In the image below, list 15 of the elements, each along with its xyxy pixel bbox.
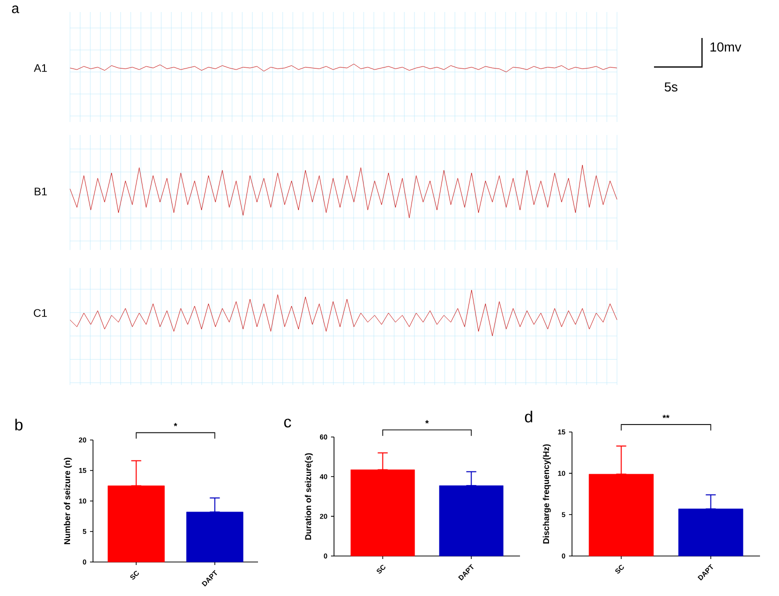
text: * — [174, 422, 178, 426]
y-axis-title: B1 — [34, 188, 47, 196]
y-axis-title: A1 — [34, 64, 47, 72]
chart-title: b — [15, 418, 23, 430]
chart-title: d — [524, 410, 532, 422]
y-axis-title: Number of seizure (n) — [64, 458, 72, 544]
chart-title: c — [284, 418, 292, 428]
y-axis-title: C1 — [34, 309, 47, 317]
y-axis-title: Duration of seizure(s) — [304, 453, 313, 540]
text: ** — [662, 414, 670, 418]
text: * — [425, 420, 429, 424]
chart-title: a — [12, 6, 20, 14]
text: 10mv — [710, 42, 742, 52]
text: 5s — [664, 82, 678, 92]
y-axis-title: Discharge frequency(Hz) — [542, 444, 551, 544]
